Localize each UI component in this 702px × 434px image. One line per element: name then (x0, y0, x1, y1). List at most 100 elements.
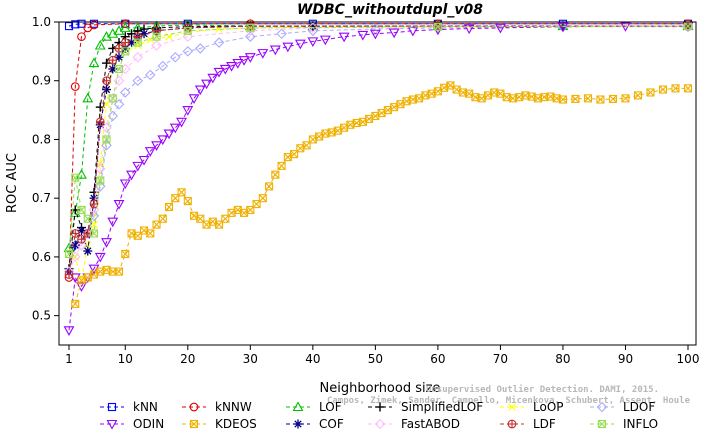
legend-marker-inflo (597, 419, 607, 429)
data-point-knnw (70, 82, 80, 91)
data-point-inflo (108, 94, 117, 103)
x-tick-label: 40 (305, 352, 320, 366)
data-point-cof (83, 246, 93, 256)
data-point-knnw (89, 20, 99, 30)
data-point-inflo (133, 38, 142, 47)
legend-label-kdeos: KDEOS (215, 417, 257, 431)
data-point-odin (182, 106, 194, 116)
data-point-inflo (77, 205, 86, 214)
x-tick-label: 30 (243, 352, 258, 366)
data-point-inflo (433, 22, 442, 31)
data-point-kdeos (621, 94, 630, 103)
y-axis-title: ROC AUC (5, 153, 20, 213)
series-simplifiedlof (64, 21, 693, 274)
data-point-kdeos (571, 94, 580, 103)
data-point-kdeos (158, 214, 167, 223)
watermark-line-1: Unsupervised Outlier Detection. DAMI, 20… (426, 384, 659, 395)
data-point-odin (357, 30, 369, 41)
data-point-odin (63, 326, 75, 336)
legend-item-odin: ODIN (100, 417, 164, 431)
x-tick-label: 100 (677, 352, 700, 366)
data-point-odin (226, 61, 238, 72)
data-point-cof (70, 240, 80, 250)
data-point-odin (101, 238, 112, 248)
legend-marker-cof (293, 419, 303, 429)
data-point-odin (207, 73, 219, 84)
legend-label-fastabod: FastABOD (401, 417, 460, 431)
data-point-ldf (120, 38, 130, 47)
y-tick-label: 0.6 (32, 250, 51, 264)
data-point-kdeos (121, 249, 130, 259)
legend: kNN kNNW LOF SimplifiedLOF LoOP LDOF ODIN KDEOS… (100, 400, 658, 431)
data-point-odin (94, 252, 106, 263)
data-point-odin (194, 85, 206, 96)
data-point-odin (244, 53, 256, 63)
data-point-inflo (102, 135, 111, 144)
data-point-ldf (70, 229, 80, 238)
legend-label-odin: ODIN (133, 417, 164, 431)
data-point-inflo (114, 64, 124, 74)
watermark-line-2: Campos, Zimek, Sander, Campello, Micenko… (327, 395, 691, 406)
data-point-odin (369, 29, 381, 40)
series-knnw (64, 19, 693, 282)
data-point-odin (294, 39, 306, 50)
data-point-lof (82, 92, 94, 103)
data-point-odin (238, 56, 250, 66)
data-point-odin (76, 282, 87, 292)
data-point-inflo (121, 47, 130, 56)
data-point-kdeos (183, 197, 192, 206)
data-point-inflo (183, 26, 192, 35)
legend-marker-ldf (507, 419, 517, 429)
series-ldof (63, 21, 694, 277)
data-point-odin (188, 94, 200, 104)
legend-label-knnw: kNNW (215, 400, 252, 414)
data-point-odin (269, 45, 281, 56)
series-kdeos (71, 81, 693, 308)
data-point-odin (119, 179, 131, 190)
data-point-ldf (108, 55, 118, 65)
data-point-fastabod (94, 163, 106, 175)
data-point-ldof (157, 60, 169, 72)
data-point-odin (138, 155, 150, 166)
x-tick-label: 80 (555, 352, 570, 366)
legend-item-ldf: LDF (500, 417, 556, 431)
legend-item-ldof: LDOF (590, 400, 655, 414)
chart-title: WDBC_withoutdupl_v08 (297, 2, 483, 18)
data-point-odin (338, 32, 350, 43)
legend-item-lof: LOF (286, 400, 342, 414)
data-point-ldf (245, 21, 255, 31)
legend-label-lof: LOF (319, 400, 342, 414)
data-point-ldof (213, 37, 225, 48)
data-point-odin (163, 129, 175, 140)
data-point-odin (126, 170, 137, 181)
data-point-odin (169, 123, 181, 134)
data-point-ldof (182, 46, 194, 57)
data-point-ldf (152, 26, 161, 36)
data-point-kdeos (164, 202, 174, 212)
data-point-odin (257, 49, 269, 59)
data-point-inflo (89, 229, 99, 238)
series-line-fastabod (68, 25, 689, 272)
x-tick-label: 90 (618, 352, 633, 366)
data-point-ldf (102, 76, 111, 86)
data-point-odin (494, 23, 506, 34)
data-point-ldof (145, 69, 156, 81)
x-tick-label: 60 (430, 352, 445, 366)
x-tick-label: 20 (180, 352, 195, 366)
data-point-odin (319, 35, 331, 46)
y-tick-label: 0.5 (32, 309, 51, 323)
plot-frame (58, 21, 697, 346)
y-tick-label: 0.7 (32, 191, 51, 205)
legend-item-inflo: INFLO (590, 417, 658, 431)
data-point-ldof (195, 43, 206, 54)
data-point-ldof (113, 98, 125, 110)
legend-label-ldof: LDOF (623, 400, 655, 414)
series-odin (63, 22, 694, 336)
legend-label-cof: COF (319, 417, 344, 431)
data-point-odin (557, 22, 569, 33)
data-point-knnw (120, 19, 130, 29)
series-fastabod (63, 20, 694, 277)
data-point-kdeos (271, 170, 280, 179)
series-line-odin (68, 25, 688, 331)
data-point-ldof (88, 210, 100, 222)
